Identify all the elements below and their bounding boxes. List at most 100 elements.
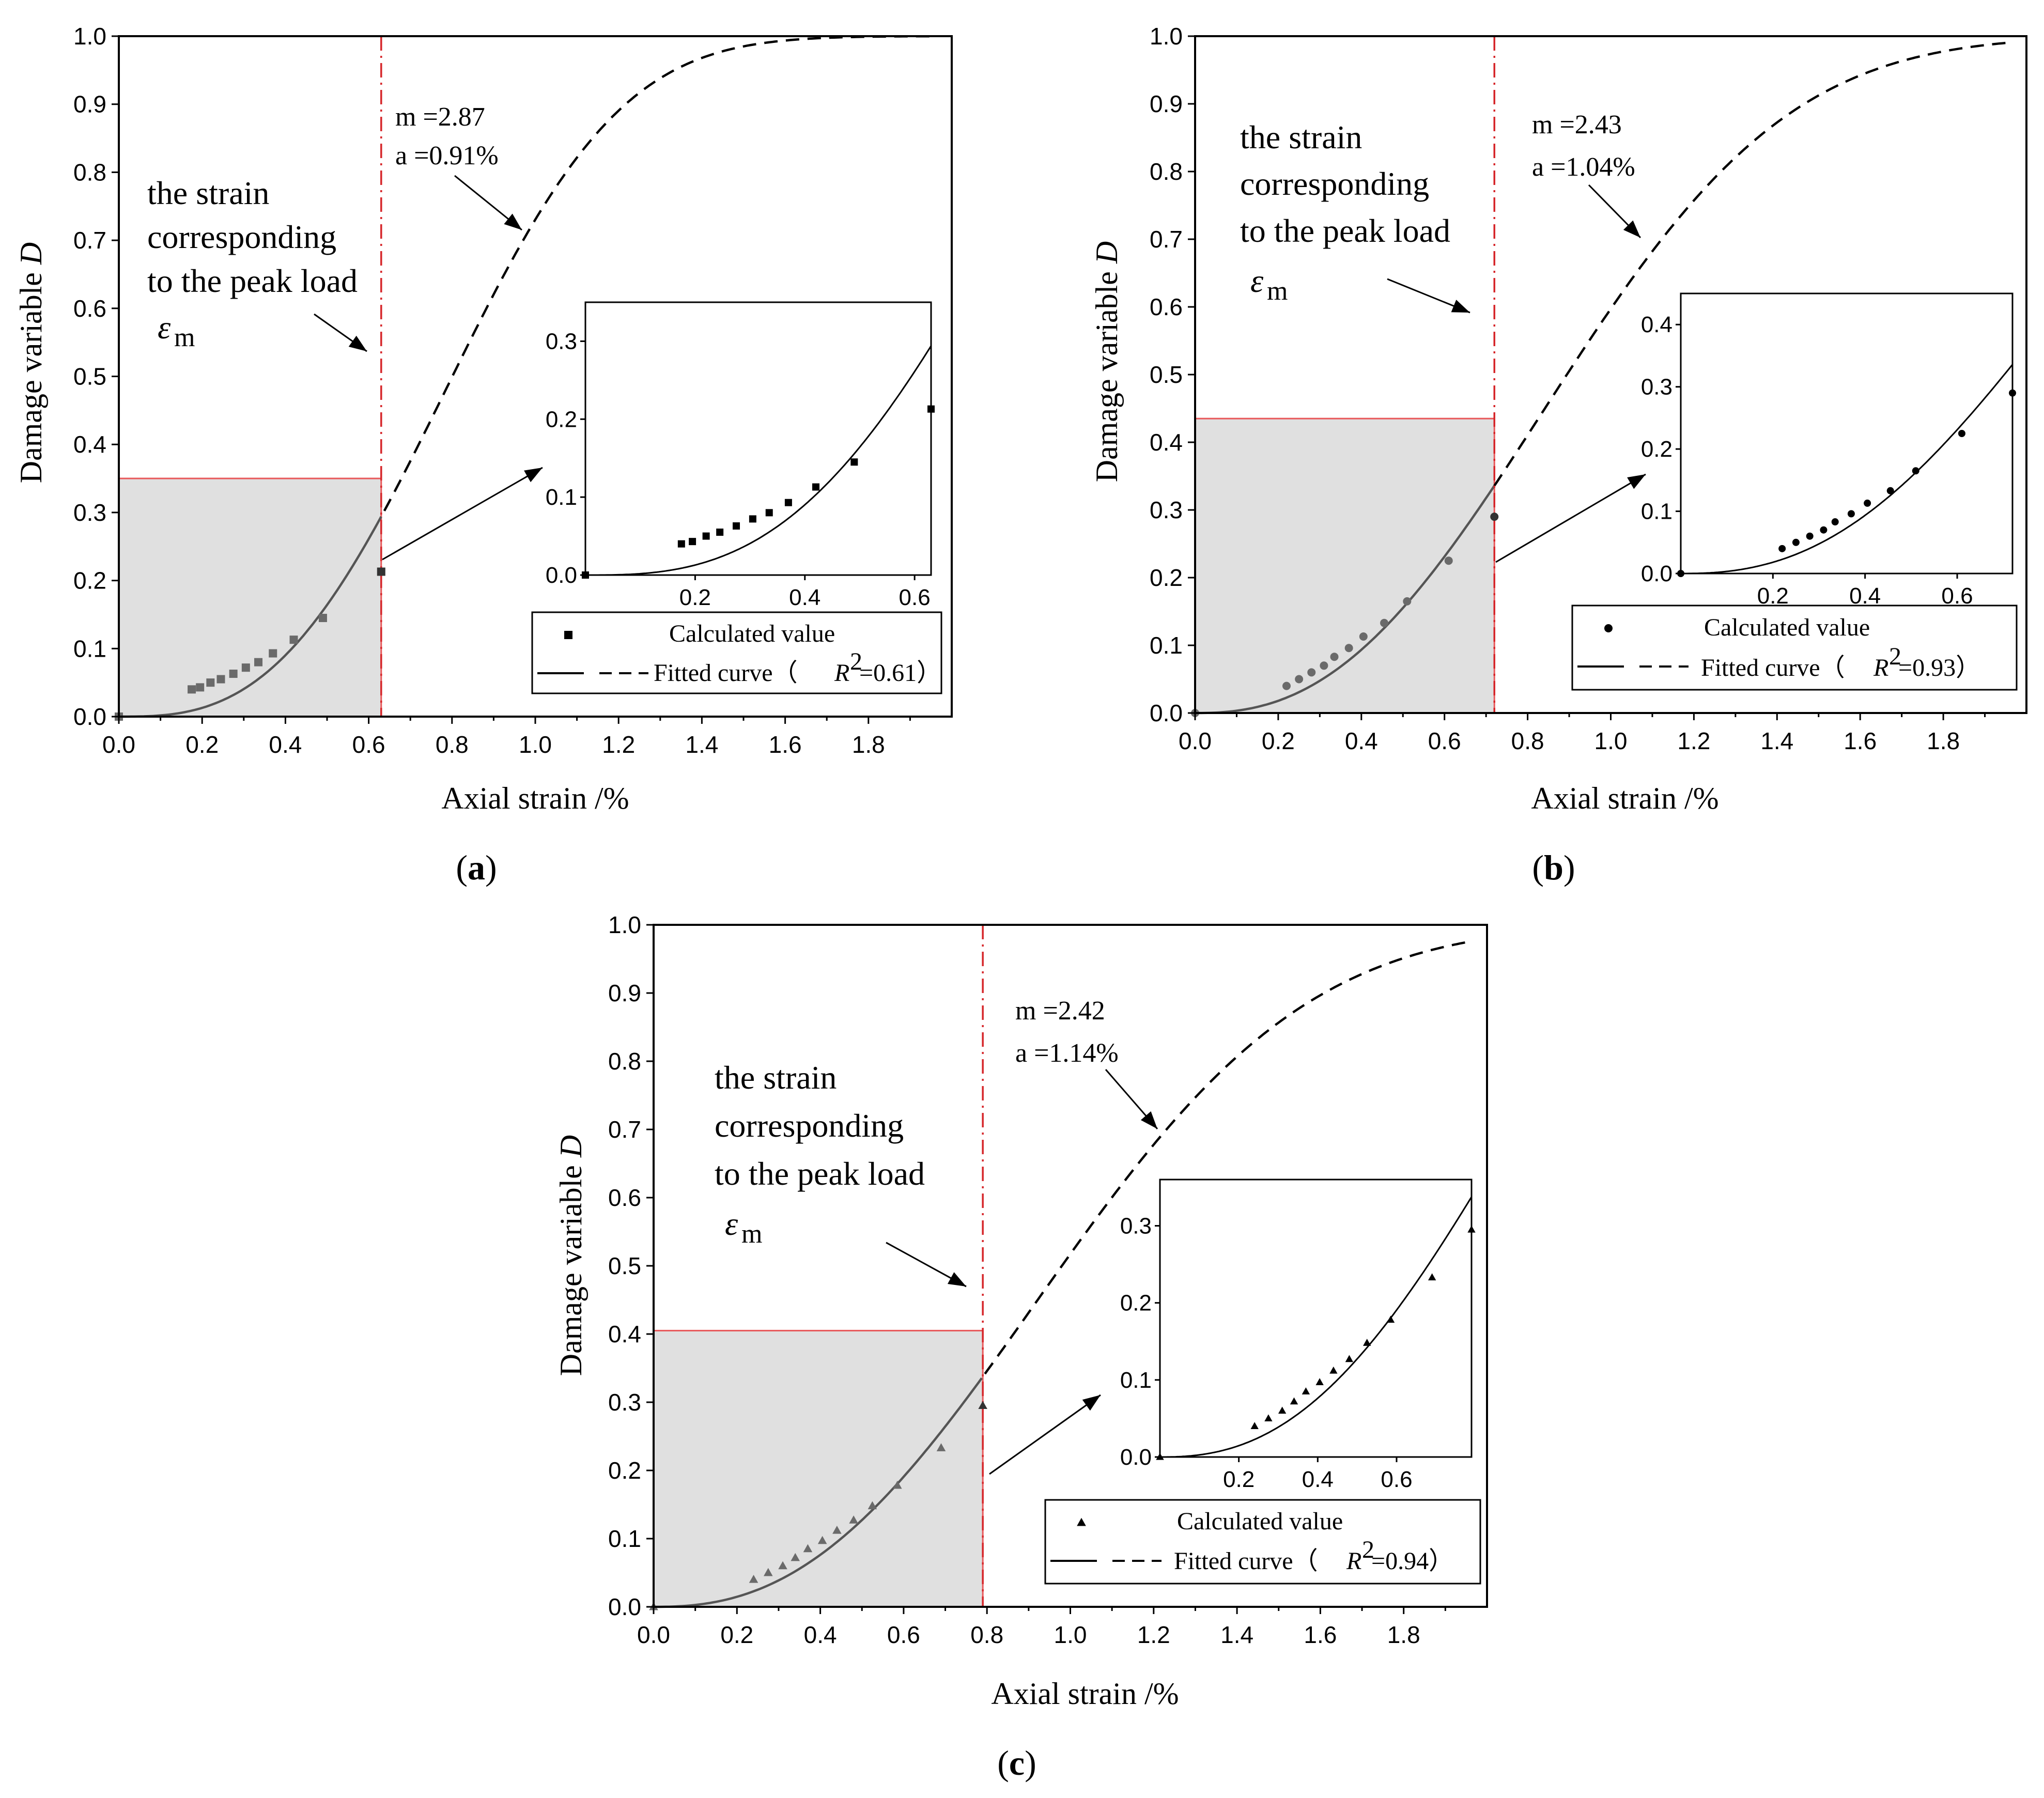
panel-a-curve [119,35,931,718]
panel-a-legend-scatter-label: Calculated value [669,620,835,647]
panel-c-inset-point [1363,1339,1371,1346]
panel-b-y-axis-label: Damage variable D [1090,241,1124,482]
panel-a-shade [118,477,382,718]
panel-c-point [817,1536,827,1544]
panel-a-y-tick-label: 0.5 [73,363,106,390]
panel-c-inset-point [1302,1387,1310,1394]
panel-a-epsilon-sub: m [174,323,195,352]
panel-b-label-letter: b [1544,848,1563,887]
panel-a-x-axis-label: Axial strain /% [441,781,629,815]
panel-c-y-tick-label: 0.5 [608,1252,641,1279]
panel-a-inset-x-tick-label: 0.6 [899,585,931,610]
panel-a-point [206,678,215,687]
panel-b-inset-x-tick-label: 0.4 [1849,583,1881,609]
panel-a-inset-point [689,538,696,546]
panel-c-label-letter: c [1009,1743,1025,1783]
panel-b-point [1359,632,1368,641]
panel-c-fit-dashed [984,941,1467,1375]
panel-a-inset-arrow-shaft [382,467,543,561]
panel-c-label: (c) [997,1743,1036,1783]
panel-a-x-tick-label: 0.8 [436,731,469,758]
panel-a-x-tick-label: 1.4 [685,731,718,758]
panel-b-inset-point [1847,510,1855,518]
panel-b-inset: 0.2 0.4 0.6 0.0 0.1 0.2 0.3 0.4 [1641,292,2016,609]
panel-a-inset-point [850,458,858,466]
panel-b-inset-point [1912,467,1919,475]
panel-c-x-tick-label: 0.8 [970,1621,1003,1648]
panel-a-fit-dashed [383,35,931,512]
panel-a-y-axis-label: Damage variable D [14,242,48,483]
panel-c-point [868,1501,877,1510]
panel-c-peak-arrow-head [947,1272,966,1287]
panel-b-inset-y-tick-label: 0.2 [1641,437,1673,462]
panel-a-inset-fit [585,345,932,576]
panel-b: 0.0 0.2 0.4 0.6 0.8 1.0 1.2 1.4 1.6 1.80.00.10.20… [1090,23,2027,887]
panel-b-y-tick-label: 0.7 [1150,226,1183,253]
panel-c-x-tick-label: 0.0 [637,1621,670,1648]
panel-a-x-tick-label: 0.0 [102,731,135,758]
panel-b-x-tick-label: 0.0 [1179,727,1212,754]
panel-c-x-tick-label: 1.8 [1387,1621,1420,1648]
svg-text:Damage variable D: Damage variable D [1090,241,1124,482]
panel-a-y-tick-label: 0.7 [73,227,106,254]
panel-a-inset-point [716,529,724,536]
panel-c-y-tick-label: 0.6 [608,1184,641,1211]
panel-c-a-param: a =1.14% [1015,1038,1119,1068]
panel-c-point [893,1480,902,1489]
panel-a-epsilon-label: ε [158,309,171,346]
panel-a-point [229,670,238,678]
panel-a-param-arrow [454,175,522,231]
panel-a-param-arrow-head [504,213,522,230]
panel-c-point [803,1544,813,1553]
panel-c-annotation: the strain corresponding to the peak loa… [715,996,1119,1249]
panel-c-legend-r-sup: 2 [1362,1536,1374,1563]
panel-a-shaded-region [118,477,382,718]
panel-a-legend-r-sup: 2 [850,648,862,675]
panel-c-legend-scatter-label: Calculated value [1177,1508,1343,1535]
panel-b-legend-r-sup: 2 [1889,643,1901,670]
panel-a-y-tick-label: 0.3 [73,499,106,526]
panel-c-inset-arrow [989,1394,1101,1475]
panel-b-legend-box [1571,605,2018,691]
panel-b-legend-marker [1604,624,1613,632]
panel-a-points [115,567,385,721]
panel-b-annot-line3: to the peak load [1240,212,1450,249]
panel-b-x-tick-label: 0.6 [1428,727,1461,754]
panel-c-point [791,1553,800,1561]
panel-b-legend-r: R [1873,654,1888,681]
panel-c-x-tick-label: 0.4 [804,1621,837,1648]
panel-a-x-tick-label: 1.6 [769,731,802,758]
panel-c-inset-point [1278,1406,1287,1414]
panel-a-x-tick-label: 1.2 [602,731,635,758]
panel-a-a-param: a =0.91% [395,141,499,171]
panel-c-inset: 0.2 0.4 0.6 0.0 0.1 0.2 0.3 [1120,1179,1476,1492]
panel-c-inset-arrow-shaft [989,1394,1101,1475]
panel-c-y-tick-label: 0.3 [608,1389,641,1416]
panel-a-inset-point [733,522,740,530]
panel-a-legend-fit-label: Fitted curve（ [654,659,798,687]
panel-b-x-tick-label: 0.4 [1345,727,1378,754]
panel-b-peak-arrow [1387,278,1470,314]
panel-b-y-tick-label: 0.8 [1150,158,1183,185]
panel-c-y-tick-label: 1.0 [608,911,641,938]
panel-a-point [216,675,225,684]
panel-b-y-tick-label: 0.4 [1150,429,1183,456]
panel-a-point [241,663,250,672]
panel-a-legend-marker [564,631,572,639]
panel-a-inset-y-tick-label: 0.2 [546,407,577,432]
panel-a-point [318,614,327,623]
panel-c-inset-y-tick-label: 0.1 [1120,1368,1152,1393]
panel-a-y-tick-label: 0.0 [73,703,106,730]
panel-b-inset-y-tick-label: 0.1 [1641,499,1673,524]
panel-a-y-tick-label: 1.0 [73,23,106,50]
panel-c-point [978,1401,987,1409]
panel-b-inset-point [1831,518,1839,526]
panel-c: 0.0 0.2 0.4 0.6 0.8 1.0 1.2 1.4 1.6 1.80.00.10.20… [554,911,1488,1783]
svg-text:Damage variable D: Damage variable D [554,1135,588,1376]
panel-c-x-tick-label: 0.2 [720,1621,753,1648]
panel-a-annotation: the strain corresponding to the peak loa… [147,102,499,352]
panel-a-peak-arrow-head [348,335,367,351]
panel-c-m-param: m =2.42 [1015,996,1105,1026]
panel-c-legend-box [1044,1499,1481,1585]
panel-a-peak-arrow [314,313,367,352]
